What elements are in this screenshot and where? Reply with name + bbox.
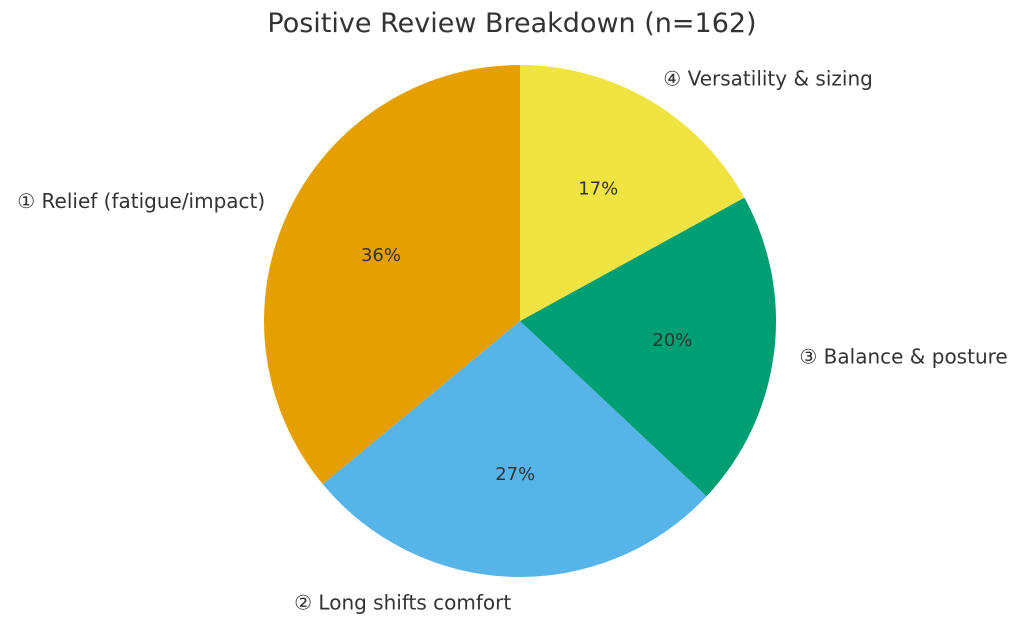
pct-label-4: 17% <box>578 178 618 199</box>
pie-slice-4 <box>520 65 745 321</box>
pie-slice-3 <box>520 197 776 497</box>
slice-label-4: ④ Versatility & sizing <box>663 67 873 91</box>
pct-label-3: 20% <box>652 330 692 351</box>
slice-label-3: ③ Balance & posture <box>799 344 1007 368</box>
pct-label-1: 36% <box>361 245 401 266</box>
pct-label-2: 27% <box>495 464 535 485</box>
pie-slice-2 <box>322 321 707 577</box>
pie-slice-1 <box>264 65 520 485</box>
chart-title: Positive Review Breakdown (n=162) <box>267 8 757 39</box>
slice-label-1: ① Relief (fatigue/impact) <box>17 189 265 213</box>
slice-label-2: ② Long shifts comfort <box>294 591 511 615</box>
